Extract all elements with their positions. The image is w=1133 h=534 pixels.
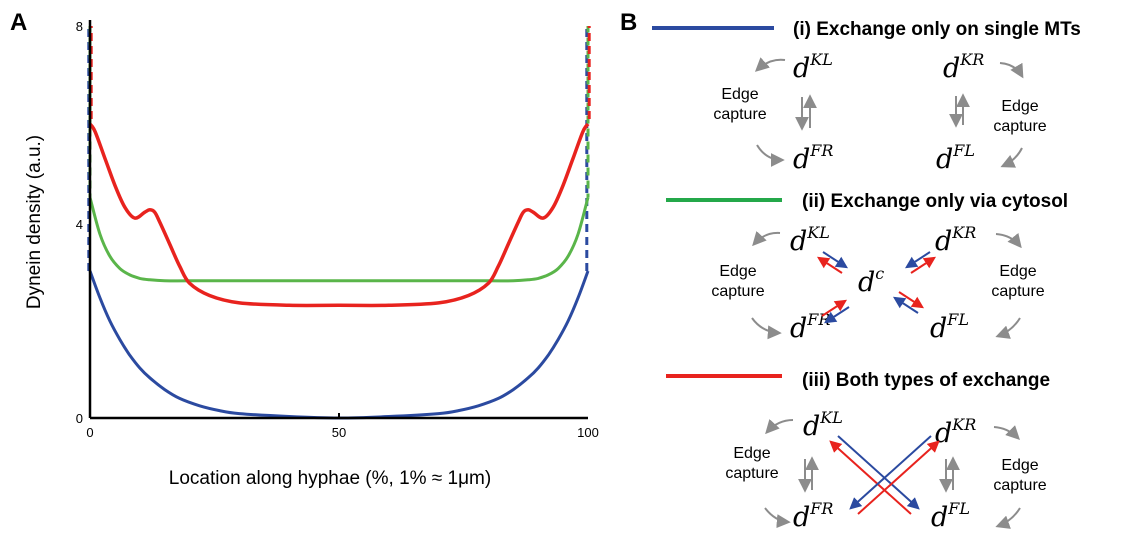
series-line-2 [88, 122, 590, 308]
y-tick-label-8: 8 [76, 19, 83, 34]
cytosol-arrow-blue-fl [892, 296, 919, 314]
series-line-0 [88, 270, 590, 420]
y-tick-label-0: 0 [76, 411, 83, 426]
node-dFL-iii: dFL [931, 499, 970, 533]
edge-capture-arrow-bottom-left-ii [751, 317, 782, 340]
node-dKL-i: dKL [793, 50, 833, 84]
legend-title-iii: (iii) Both types of exchange [802, 370, 1050, 391]
edge-label-right-i-line2: capture [993, 118, 1046, 135]
cytosol-arrow-red-fr [821, 299, 848, 317]
edge-label-right-ii-line2: capture [991, 283, 1044, 300]
node-dFR-iii: dFR [793, 499, 833, 533]
node-dKR-iii: dKR [935, 415, 976, 449]
cytosol-arrow-red-fl [898, 291, 925, 309]
cytosol-arrow-blue-kr [904, 251, 931, 269]
edge-capture-arrow-top-right-iii [993, 425, 1020, 440]
cross-arrow-red-fr-to-kr [857, 440, 940, 515]
cross-arrow-blue-kl-to-fl [837, 435, 920, 510]
series-line-1 [88, 197, 590, 283]
cytosol-arrow-red-kl [816, 256, 843, 274]
node-dKL-iii: dKL [803, 408, 843, 442]
edge-capture-arrow-top-left-i [754, 57, 786, 72]
edge-capture-arrow-bottom-right-i [1000, 147, 1023, 168]
edge-capture-arrow-top-right-ii [995, 232, 1022, 249]
chart-series-group [87, 26, 591, 420]
cross-arrow-red-fl-to-kl [829, 440, 912, 515]
edge-capture-arrow-top-left-iii [765, 419, 794, 435]
node-dKR-ii: dKR [935, 223, 976, 257]
edge-label-left-i-line1: Edge [721, 86, 758, 103]
edge-label-left-iii-line2: capture [725, 465, 778, 482]
edge-label-left-i-line2: capture [713, 106, 766, 123]
cytosol-arrow-blue-fr [823, 306, 850, 324]
edge-label-left-ii-line1: Edge [719, 263, 756, 280]
node-dFR-i: dFR [793, 141, 833, 175]
node-dKR-i: dKR [943, 50, 984, 84]
y-tick-label-4: 4 [76, 217, 83, 232]
x-tick-label-0: 0 [86, 425, 93, 440]
x-tick-label-100: 100 [577, 425, 599, 440]
edge-label-left-iii-line1: Edge [733, 445, 770, 462]
edge-capture-arrow-top-left-ii [752, 231, 781, 247]
edge-label-right-iii-line2: capture [993, 477, 1046, 494]
x-axis-label: Location along hyphae (%, 1% ≈ 1μm) [169, 468, 491, 489]
cross-arrow-blue-kr-to-fr [849, 435, 932, 510]
node-dFL-ii: dFL [930, 310, 969, 344]
node-dFL-i: dFL [936, 141, 975, 175]
edge-capture-arrow-bottom-right-iii [995, 507, 1021, 529]
edge-capture-arrow-top-right-i [999, 62, 1024, 79]
node-dKL-ii: dKL [790, 223, 830, 257]
line-chart: 0 4 8 0 50 100 Location along hyphae (%,… [24, 19, 599, 489]
cytosol-arrow-red-kr [910, 256, 937, 274]
edge-label-right-i-line1: Edge [1001, 98, 1038, 115]
diagram-iii: dKL dKR dFR dFL Edge capture Edge captur… [725, 408, 1046, 533]
diagram-ii: dKL dKR dc dFR dFL Edge capture Edge cap… [711, 223, 1044, 344]
diagram-i: dKL dKR dFR dFL Edge capture Edge captur… [713, 50, 1046, 175]
x-tick-label-50: 50 [332, 425, 346, 440]
legend-title-ii: (ii) Exchange only via cytosol [802, 191, 1068, 212]
node-dc-ii: dc [858, 264, 884, 298]
panel-a-letter: A [10, 9, 27, 36]
edge-label-right-iii-line1: Edge [1001, 457, 1038, 474]
y-axis-label: Dynein density (a.u.) [24, 135, 45, 309]
cytosol-arrow-blue-kl [822, 251, 849, 269]
edge-capture-arrow-bottom-left-i [756, 144, 785, 167]
panel-b-letter: B [620, 9, 637, 36]
edge-label-right-ii-line1: Edge [999, 263, 1036, 280]
edge-capture-arrow-bottom-left-iii [764, 507, 791, 529]
edge-capture-arrow-bottom-right-ii [995, 317, 1021, 339]
legend-title-i: (i) Exchange only on single MTs [793, 19, 1081, 40]
edge-label-left-ii-line2: capture [711, 283, 764, 300]
